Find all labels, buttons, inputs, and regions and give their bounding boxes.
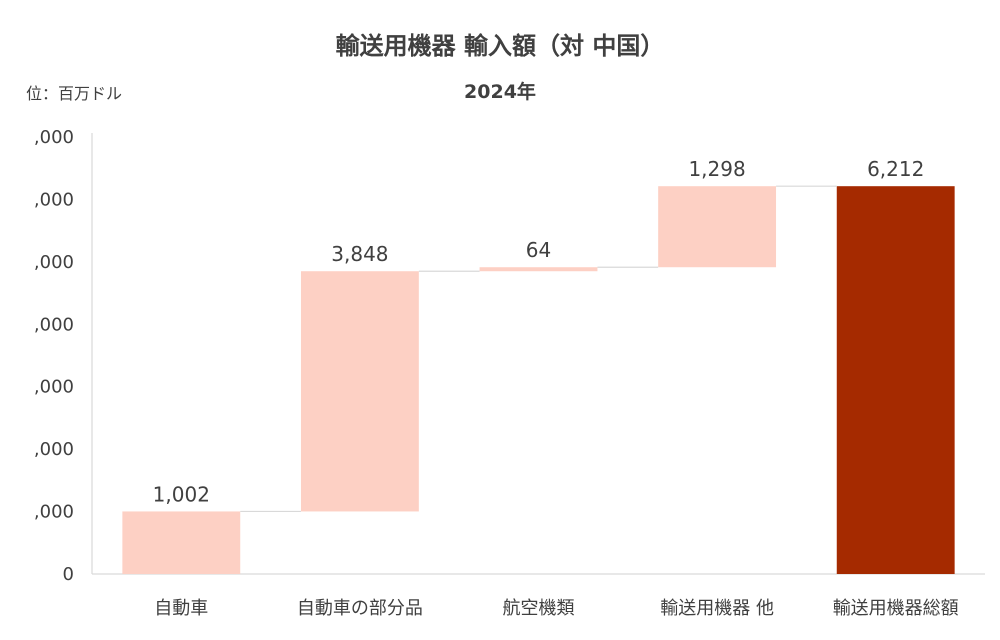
unit-label: 位：百万ドル xyxy=(26,84,123,103)
data-label: 1,298 xyxy=(688,157,745,181)
y-tick-label: ,000 xyxy=(34,189,74,210)
increment-bar xyxy=(658,186,777,268)
data-label: 3,848 xyxy=(331,242,388,266)
chart-subtitle: 2024年 xyxy=(464,81,536,103)
data-label: 1,002 xyxy=(153,482,210,506)
y-tick-label: ,000 xyxy=(34,252,74,273)
chart-title: 輸送用機器 輸入額（対 中国） xyxy=(335,32,665,60)
x-tick-label: 輸送用機器 他 xyxy=(660,598,774,619)
data-label: 6,212 xyxy=(867,157,924,181)
total-bar xyxy=(836,186,955,574)
x-tick-label: 輸送用機器総額 xyxy=(833,598,959,619)
x-tick-label: 自動車 xyxy=(154,598,208,619)
y-tick-label: ,000 xyxy=(34,439,74,460)
x-tick-label: 自動車の部分品 xyxy=(297,598,423,619)
increment-bar xyxy=(122,511,241,574)
y-tick-label: 0 xyxy=(63,564,74,585)
x-tick-label: 航空機類 xyxy=(503,598,575,619)
increment-bar xyxy=(479,267,598,272)
data-label: 64 xyxy=(526,238,551,262)
y-tick-label: ,000 xyxy=(34,377,74,398)
y-tick-label: ,000 xyxy=(34,314,74,335)
y-tick-label: ,000 xyxy=(34,127,74,148)
y-tick-label: ,000 xyxy=(34,502,74,523)
increment-bar xyxy=(300,271,419,512)
